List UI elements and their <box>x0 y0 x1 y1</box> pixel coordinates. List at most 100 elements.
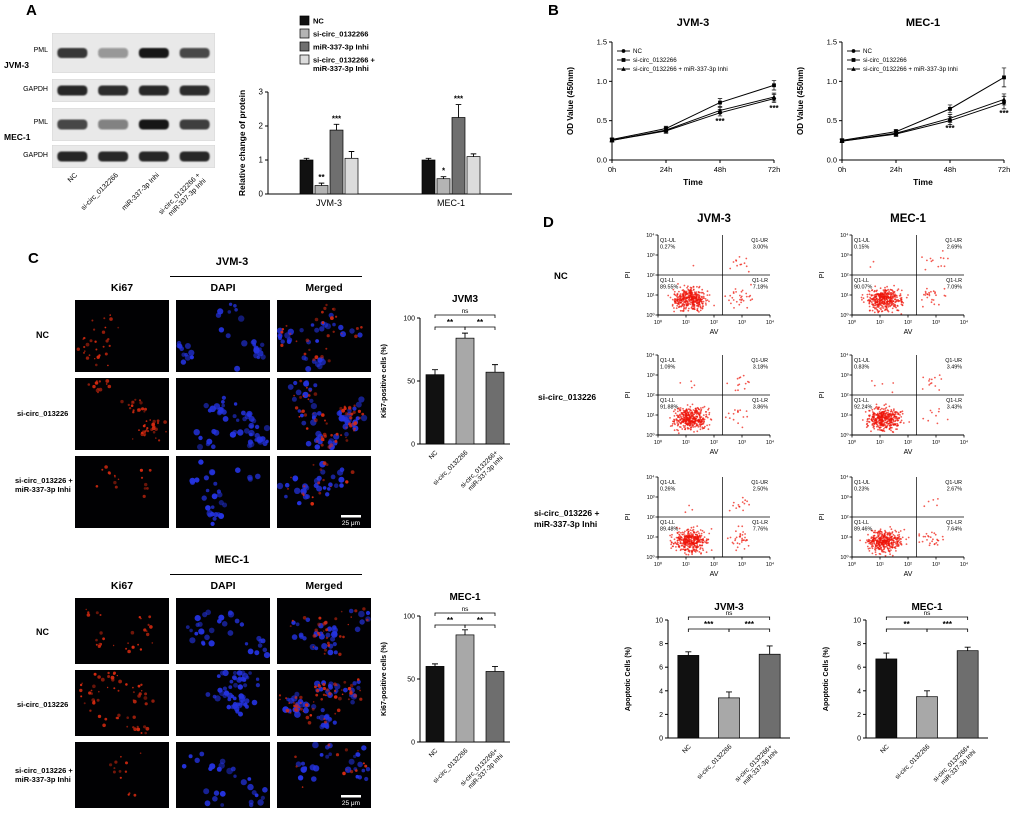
svg-text:91.88%: 91.88% <box>660 405 678 411</box>
svg-text:10³: 10³ <box>932 562 940 568</box>
svg-text:10⁰: 10⁰ <box>654 440 662 446</box>
svg-text:72h: 72h <box>998 165 1011 174</box>
svg-text:**: ** <box>447 318 454 327</box>
svg-text:89.55%: 89.55% <box>660 285 678 291</box>
micro-image-JVM-3-dapi <box>176 456 270 528</box>
svg-text:Apoptotic Cells (%): Apoptotic Cells (%) <box>823 647 830 711</box>
svg-text:10²: 10² <box>647 273 655 279</box>
svg-text:JVM-3: JVM-3 <box>677 17 709 29</box>
flow-plot-mec1-sicirc: 10⁰ 10⁰ 10¹ 10¹ 10² 10² 10³ 10³ 10⁴ 10⁴ PI AV Q1-UL 0… <box>812 350 977 471</box>
micro-image-JVM-3-ki67 <box>75 378 169 450</box>
svg-text:10¹: 10¹ <box>876 440 884 446</box>
header-rule <box>170 574 362 575</box>
svg-text:10¹: 10¹ <box>841 535 849 541</box>
svg-text:si-circ_0132266 + miR-337-3p I: si-circ_0132266 + miR-337-3p Inhi <box>863 66 958 73</box>
svg-text:10⁴: 10⁴ <box>646 353 655 359</box>
growth-curve-JVM-3: JVM-3 0.0 0.5 1.0 1.5 0h 24h 48h 72h Time OD Value… <box>566 17 780 187</box>
svg-text:10⁰: 10⁰ <box>646 313 654 319</box>
micro-image-MEC-1-dapi <box>176 598 270 664</box>
western-blot-MEC-1-GAPDH <box>52 145 215 168</box>
svg-text:0: 0 <box>259 190 264 199</box>
svg-text:Q1-UL: Q1-UL <box>660 480 676 486</box>
micro-image-MEC-1-dapi <box>176 742 270 808</box>
growth-curve-jvm3-container: JVM-3 0.0 0.5 1.0 1.5 0h 24h 48h 72h Time OD Value… <box>562 10 790 205</box>
svg-text:Ki67-positive cells (%): Ki67-positive cells (%) <box>381 642 388 716</box>
svg-text:0: 0 <box>857 736 861 743</box>
panel-b-label: B <box>548 2 559 19</box>
svg-text:1.0: 1.0 <box>597 77 607 86</box>
flow-plot-mec1-combo: 10⁰ 10⁰ 10¹ 10¹ 10² 10² 10³ 10³ 10⁴ 10⁴ PI AV Q1-UL 0… <box>812 472 977 593</box>
svg-text:10⁴: 10⁴ <box>840 353 849 359</box>
svg-text:6: 6 <box>659 665 663 672</box>
micro-image-MEC-1-ki67 <box>75 670 169 736</box>
flow-col-title-mec1: MEC-1 <box>890 213 926 225</box>
svg-text:Q1-LR: Q1-LR <box>752 278 768 284</box>
svg-text:10³: 10³ <box>841 495 849 501</box>
svg-text:NC: NC <box>681 743 693 755</box>
svg-text:50: 50 <box>407 379 415 386</box>
micro-image-MEC-1-merged <box>277 670 371 736</box>
svg-text:1.0: 1.0 <box>827 77 837 86</box>
svg-text:89.46%: 89.46% <box>854 527 872 533</box>
flow-plot-jvm3-combo: 10⁰ 10⁰ 10¹ 10¹ 10² 10² 10³ 10³ 10⁴ 10⁴ PI AV Q1-UL 0… <box>618 472 783 593</box>
svg-text:10²: 10² <box>904 440 912 446</box>
svg-text:10¹: 10¹ <box>682 562 690 568</box>
svg-text:PI: PI <box>819 514 826 521</box>
svg-text:Apoptotic Cells (%): Apoptotic Cells (%) <box>625 647 632 711</box>
protein-label-gapdh-j: GAPDH <box>23 86 48 93</box>
growth-curve-MEC-1: MEC-1 0.0 0.5 1.0 1.5 0h 24h 48h 72h Time OD Value… <box>796 17 1011 187</box>
svg-text:ns: ns <box>462 308 470 315</box>
svg-text:si-circ_0132266+miR-337-3p Inh: si-circ_0132266+miR-337-3p Inhi <box>734 743 780 789</box>
svg-text:24h: 24h <box>890 165 903 174</box>
svg-text:10⁴: 10⁴ <box>960 440 969 446</box>
if-block-title-mec1: MEC-1 <box>214 554 250 566</box>
svg-text:AV: AV <box>904 571 913 578</box>
svg-text:Q1-UL: Q1-UL <box>854 480 870 486</box>
svg-text:10¹: 10¹ <box>682 320 690 326</box>
western-blot-MEC-1-PML <box>52 108 215 141</box>
col-header-merged: Merged <box>305 282 343 294</box>
svg-text:0.5: 0.5 <box>597 116 607 125</box>
svg-text:24h: 24h <box>660 165 673 174</box>
svg-text:7.76%: 7.76% <box>753 527 768 533</box>
svg-text:Q1-UL: Q1-UL <box>660 358 676 364</box>
svg-text:Relative change of protein: Relative change of protein <box>237 90 247 196</box>
row-label-sicirc: si-circ_013226 <box>17 700 69 709</box>
svg-text:48h: 48h <box>714 165 727 174</box>
svg-text:10¹: 10¹ <box>876 562 884 568</box>
svg-text:Q1-LR: Q1-LR <box>752 520 768 526</box>
svg-text:92.24%: 92.24% <box>854 405 872 411</box>
svg-text:***: *** <box>332 114 342 123</box>
svg-text:0: 0 <box>411 740 415 747</box>
scatter-points <box>860 250 949 315</box>
svg-text:Q1-UR: Q1-UR <box>945 480 962 486</box>
svg-text:10⁰: 10⁰ <box>646 433 654 439</box>
relative-protein-bar-chart: 0 1 2 3 Relative change of protein JVM-3 MEC-1… <box>237 15 512 208</box>
svg-text:Q1-UR: Q1-UR <box>751 238 768 244</box>
svg-text:AV: AV <box>904 449 913 456</box>
col-header-merged: Merged <box>305 580 343 592</box>
svg-text:si-circ_0132266: si-circ_0132266 <box>894 743 932 781</box>
svg-text:3.43%: 3.43% <box>947 405 962 411</box>
svg-text:si-circ_0132266+miR-337-3p Inh: si-circ_0132266+miR-337-3p Inhi <box>932 743 978 789</box>
svg-text:10³: 10³ <box>647 495 655 501</box>
svg-text:**: ** <box>477 318 484 327</box>
svg-text:**: ** <box>904 620 911 629</box>
svg-text:MEC-1: MEC-1 <box>911 602 943 613</box>
svg-text:JVM-3: JVM-3 <box>316 198 342 208</box>
svg-text:MEC-1: MEC-1 <box>437 198 465 208</box>
svg-text:si-circ_0132266: si-circ_0132266 <box>696 743 734 781</box>
svg-text:10⁴: 10⁴ <box>646 233 655 239</box>
svg-text:10³: 10³ <box>738 562 746 568</box>
svg-text:10⁴: 10⁴ <box>840 475 849 481</box>
apoptosis-chart-jvm3-container: JVM-3 0 2 4 6 8 10 Apoptotic Cells (%) NC si-circ… <box>620 598 800 815</box>
svg-text:1.09%: 1.09% <box>660 365 675 371</box>
svg-text:0.26%: 0.26% <box>660 487 675 493</box>
svg-text:10³: 10³ <box>738 440 746 446</box>
svg-text:10²: 10² <box>841 393 849 399</box>
